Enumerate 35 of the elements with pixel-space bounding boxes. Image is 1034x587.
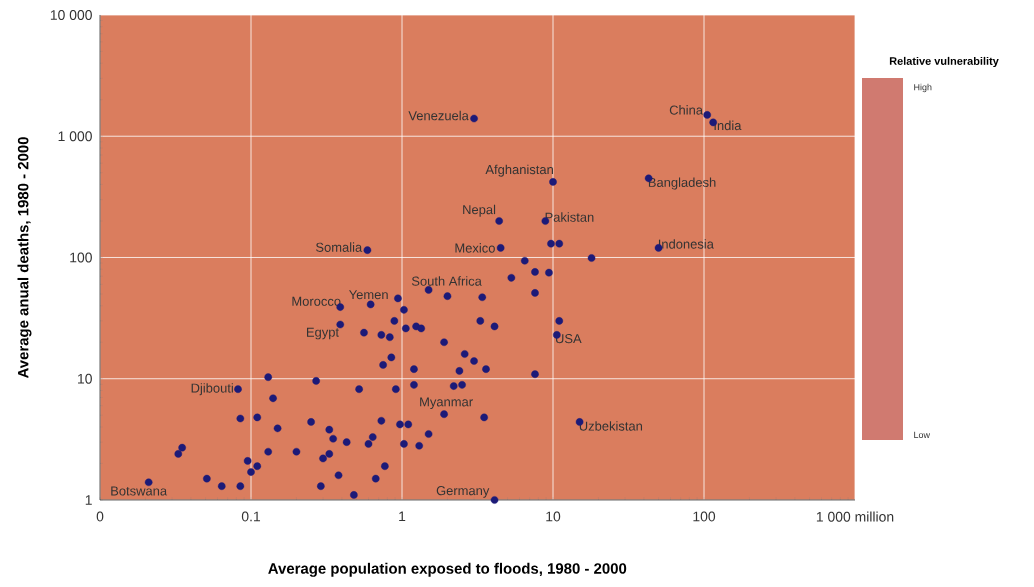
y-tick-label: 10 000 xyxy=(50,10,92,20)
y-tick-label: 1 xyxy=(85,495,92,505)
x-tick-label: 100 xyxy=(693,511,716,522)
annotation: Germany xyxy=(436,486,490,498)
annotation: Somalia xyxy=(316,242,363,252)
color-bar-title: Relative vulnerability xyxy=(889,56,999,68)
annotation: Afghanistan xyxy=(485,164,553,177)
x-axis-title: Average population exposed to floods, 1980 - 2000 xyxy=(268,562,627,577)
annotation: China xyxy=(669,105,703,115)
annotation: Djibouti xyxy=(191,383,233,396)
y-axis-title: Average anual deaths, 1980 - 2000 xyxy=(17,137,32,379)
x-tick-label: 1 000 million xyxy=(816,511,894,522)
annotation: Egypt xyxy=(307,327,339,340)
annotation: India xyxy=(714,120,742,131)
x-tick-label: 0.1 xyxy=(241,511,261,522)
y-tick-label: 100 xyxy=(70,252,92,263)
annotation: Mexico xyxy=(455,243,495,253)
text: Low xyxy=(914,431,930,439)
y-tick-label: 10 xyxy=(78,373,92,384)
x-tick-label: 10 xyxy=(546,511,561,522)
annotation: Indonesia xyxy=(658,239,714,249)
annotation: Bangladesh xyxy=(648,177,716,190)
annotation: Botswana xyxy=(111,486,168,496)
annotation: Venezuela xyxy=(408,110,469,121)
annotation: Myanmar xyxy=(420,397,473,409)
annotation: Yemen xyxy=(349,290,388,300)
x-tick-label: 1 xyxy=(399,511,406,522)
annotation: Pakistan xyxy=(545,212,594,222)
x-tick-label: 0 xyxy=(96,511,104,522)
annotation: Morocco xyxy=(292,296,341,306)
annotation: Uzbekistan xyxy=(579,421,643,431)
annotation: Nepal xyxy=(463,204,496,217)
y-tick-label: 1 000 xyxy=(58,131,92,142)
annotation: South Africa xyxy=(411,276,482,286)
text: High xyxy=(914,83,932,93)
